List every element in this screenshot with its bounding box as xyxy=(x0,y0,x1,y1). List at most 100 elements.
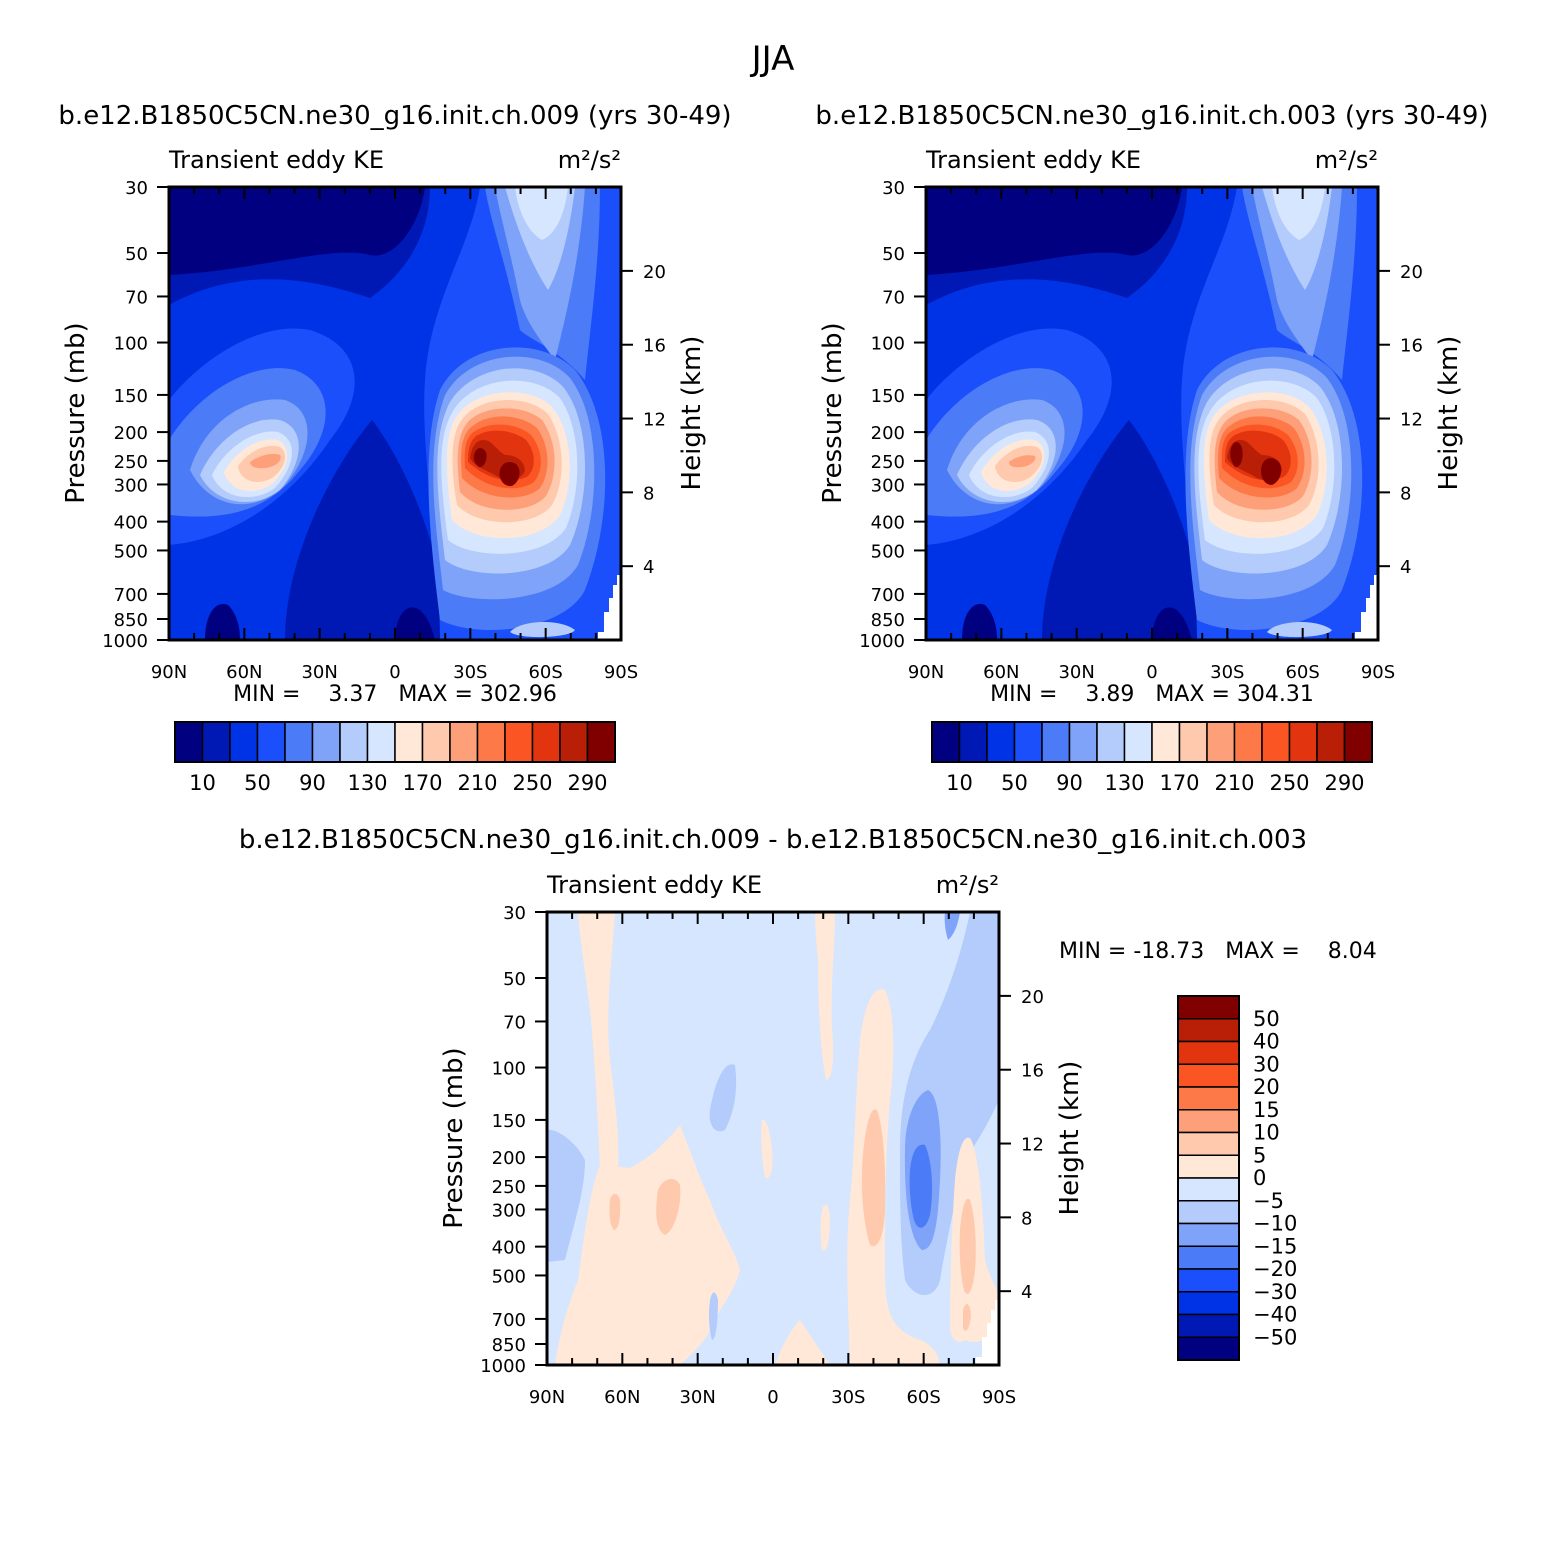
colorbar-frame xyxy=(931,721,1373,763)
right-axis-title: Height (km) xyxy=(1055,1061,1085,1216)
colorbar-label: 290 xyxy=(1324,771,1364,795)
left-axis-title: Pressure (mb) xyxy=(61,322,91,503)
lower-troposphere-minimum xyxy=(1042,420,1205,640)
colorbar-swatch xyxy=(1177,1313,1240,1338)
positive-core-75s xyxy=(959,1198,976,1294)
y-tick-label: 300 xyxy=(114,475,148,496)
y-tick-label: 100 xyxy=(871,334,905,355)
colorbar-label: 130 xyxy=(1104,771,1144,795)
colorbar-label: 170 xyxy=(402,771,442,795)
negative-patch-nh-edge xyxy=(547,1129,585,1262)
colorbar-swatch xyxy=(1177,1336,1240,1361)
colorbar-label: −30 xyxy=(1253,1280,1297,1304)
colorbar-label: 10 xyxy=(946,771,973,795)
panel-title: b.e12.B1850C5CN.ne30_g16.init.ch.009 (yr… xyxy=(58,101,731,131)
colorbar-swatch xyxy=(1013,721,1043,763)
surface-minimum-west xyxy=(205,604,240,640)
panel-units-label: m²/s² xyxy=(936,871,999,899)
y2-tick-label: 16 xyxy=(1400,336,1423,357)
colorbar-label: 210 xyxy=(1214,771,1254,795)
x-tick-label: 60S xyxy=(528,662,562,683)
y-tick-label: 70 xyxy=(882,287,905,308)
y-tick-label: 400 xyxy=(492,1238,526,1259)
colorbar-label: 50 xyxy=(1253,1007,1280,1031)
y-tick-label: 30 xyxy=(125,178,148,199)
panel-units-label: m²/s² xyxy=(1315,146,1378,174)
antarctic-topography xyxy=(976,1300,999,1365)
upper-stratosphere-core xyxy=(926,187,1182,275)
colorbar-swatch xyxy=(1177,1109,1240,1134)
colorbar-swatch xyxy=(1068,721,1098,763)
y-tick-label: 100 xyxy=(114,334,148,355)
positive-strip-equator xyxy=(761,1119,773,1179)
colorbar-swatch xyxy=(311,721,341,763)
colorbar-swatch xyxy=(586,721,616,763)
y2-tick-label: 8 xyxy=(643,483,654,504)
colorbar-label: 10 xyxy=(1253,1121,1280,1145)
y-tick-label: 30 xyxy=(503,903,526,924)
y-tick-label: 50 xyxy=(882,244,905,265)
y-tick-label: 700 xyxy=(114,585,148,606)
x-tick-label: 90S xyxy=(604,662,638,683)
positive-band-eq-stratosphere xyxy=(815,912,835,1080)
colorbar-swatch xyxy=(1178,721,1208,763)
colorbar-label: 50 xyxy=(1001,771,1028,795)
colorbar-label: 130 xyxy=(347,771,387,795)
y-tick-label: 200 xyxy=(871,423,905,444)
y-tick-label: 400 xyxy=(114,513,148,534)
colorbar-swatch xyxy=(1177,1040,1240,1065)
colorbar-swatch xyxy=(1261,721,1291,763)
y-tick-label: 1000 xyxy=(859,631,905,652)
y-tick-label: 250 xyxy=(114,452,148,473)
surface-minimum xyxy=(395,607,435,640)
colorbar-swatch xyxy=(931,721,961,763)
colorbar-swatch xyxy=(1177,1018,1240,1043)
y-tick-label: 300 xyxy=(871,475,905,496)
x-tick-label: 30N xyxy=(679,1387,715,1408)
sh-surface-lobe xyxy=(510,621,575,638)
colorbar-label: −10 xyxy=(1253,1212,1297,1236)
y-tick-label: 250 xyxy=(871,452,905,473)
positive-surface-equator xyxy=(775,1320,830,1365)
colorbar-label: 0 xyxy=(1253,1166,1266,1190)
x-tick-label: 60N xyxy=(226,662,262,683)
y-tick-label: 300 xyxy=(492,1200,526,1221)
colorbar-swatch xyxy=(1096,721,1126,763)
y-tick-label: 400 xyxy=(871,513,905,534)
upper-stratosphere-core xyxy=(169,187,425,275)
y-tick-label: 50 xyxy=(125,244,148,265)
x-tick-label: 90N xyxy=(151,662,187,683)
sh-jet-secondary-max xyxy=(1230,442,1243,468)
colorbar-swatch xyxy=(1177,1200,1240,1225)
colorbar-swatch xyxy=(1177,1086,1240,1111)
nh-jet-core xyxy=(1009,455,1036,468)
colorbar-swatch xyxy=(504,721,534,763)
positive-region-30s xyxy=(847,989,940,1365)
colorbar-swatch xyxy=(986,721,1016,763)
y2-tick-label: 8 xyxy=(1021,1208,1032,1229)
colorbar-label: 250 xyxy=(1269,771,1309,795)
colorbar-label: 50 xyxy=(244,771,271,795)
panel-difference: b.e12.B1850C5CN.ne30_g16.init.ch.009 - b… xyxy=(239,825,1377,1408)
x-tick-label: 0 xyxy=(1146,662,1157,683)
colorbar-swatch xyxy=(1123,721,1153,763)
colorbar-label: −40 xyxy=(1253,1303,1297,1327)
y2-tick-label: 12 xyxy=(643,410,666,431)
colorbar-label: 10 xyxy=(189,771,216,795)
figure-title: JJA xyxy=(750,39,795,79)
panel-variable-label: Transient eddy KE xyxy=(925,146,1141,174)
plot-field xyxy=(926,187,1378,640)
x-tick-label: 60S xyxy=(1285,662,1319,683)
colorbar-label: 210 xyxy=(457,771,497,795)
colorbar-swatch xyxy=(366,721,396,763)
colorbar-swatch xyxy=(958,721,988,763)
y2-tick-label: 20 xyxy=(1400,262,1423,283)
sh-stratosphere-core xyxy=(1272,187,1325,240)
x-tick-label: 60N xyxy=(604,1387,640,1408)
lower-troposphere-minimum xyxy=(285,420,448,640)
y2-tick-label: 12 xyxy=(1400,410,1423,431)
panel-model-003: b.e12.B1850C5CN.ne30_g16.init.ch.003 (yr… xyxy=(815,101,1488,795)
positive-region-nh-troposphere xyxy=(555,1125,740,1365)
